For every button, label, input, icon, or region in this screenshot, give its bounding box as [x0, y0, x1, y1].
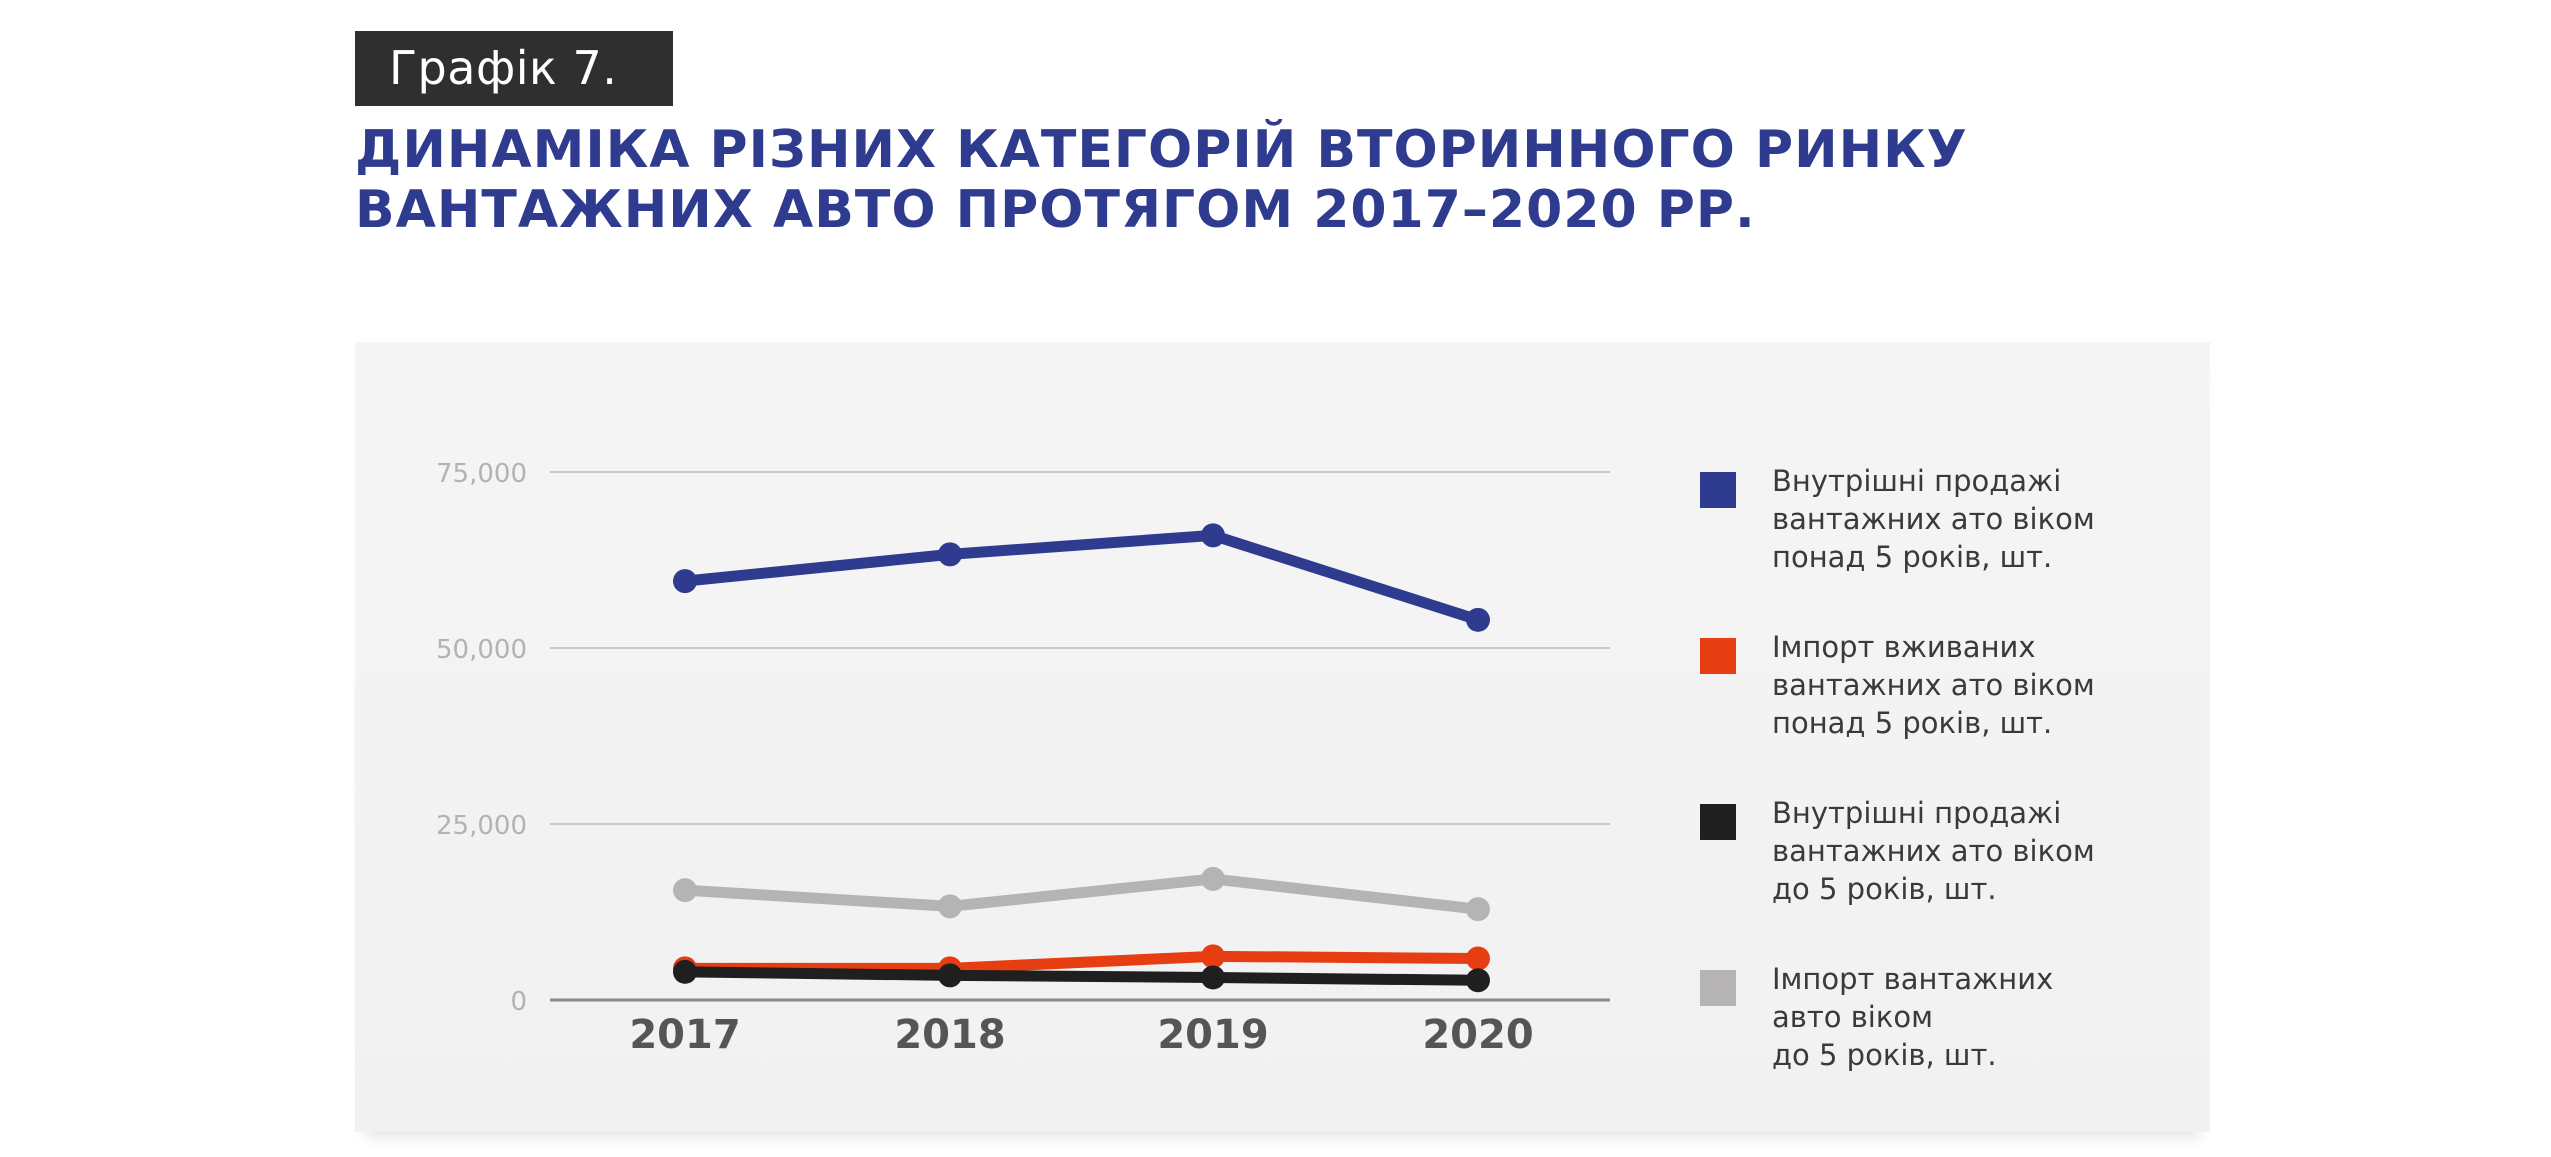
- data-point: [1201, 523, 1225, 548]
- figure-label: Графік 7.: [355, 31, 673, 106]
- chart-title-line-2: ВАНТАЖНИХ АВТО ПРОТЯГОМ 2017–2020 РР.: [355, 180, 1756, 240]
- legend-swatch: [1700, 472, 1736, 508]
- data-point: [938, 894, 962, 919]
- grid-lines: [550, 471, 1610, 1002]
- data-point: [938, 542, 962, 567]
- y-tick-label: 50,000: [436, 635, 527, 665]
- legend-label-line: вантажних ато віком: [1772, 668, 2095, 702]
- legend-label-line: вантажних ато віком: [1772, 502, 2095, 536]
- legend-label-line: Внутрішні продажі: [1772, 796, 2062, 830]
- data-point: [673, 569, 697, 594]
- legend-item-import-under5: Імпорт вантажних авто віком до 5 років, …: [1700, 960, 2172, 1074]
- data-point: [1201, 965, 1225, 990]
- x-tick-label: 2017: [629, 1012, 740, 1058]
- y-tick-label: 25,000: [436, 811, 527, 841]
- data-point: [673, 878, 697, 903]
- legend-item-import-over5: Імпорт вживаних вантажних ато віком пона…: [1700, 628, 2172, 742]
- legend-item-domestic-under5: Внутрішні продажі вантажних ато віком до…: [1700, 794, 2172, 908]
- legend-label-line: понад 5 років, шт.: [1772, 706, 2053, 740]
- y-tick-label: 75,000: [436, 459, 527, 489]
- legend-label-line: авто віком: [1772, 1000, 1934, 1034]
- legend-label: Імпорт вживаних вантажних ато віком пона…: [1772, 628, 2172, 742]
- legend-label-line: до 5 років, шт.: [1772, 1038, 1997, 1072]
- data-point: [1466, 607, 1490, 632]
- legend-label: Імпорт вантажних авто віком до 5 років, …: [1772, 960, 2172, 1074]
- legend-swatch: [1700, 804, 1736, 840]
- x-axis-ticks: 2017 2018 2019 2020: [629, 1012, 1533, 1058]
- legend-label-line: Імпорт вживаних: [1772, 630, 2036, 664]
- series-layer: [673, 523, 1490, 993]
- series-line: [679, 873, 1484, 915]
- legend-label: Внутрішні продажі вантажних ато віком до…: [1772, 794, 2172, 908]
- series-3: [673, 959, 1490, 993]
- series-line: [679, 966, 1484, 986]
- data-point: [1466, 897, 1490, 922]
- legend-label: Внутрішні продажі вантажних ато віком по…: [1772, 462, 2172, 576]
- series-line: [679, 529, 1484, 626]
- legend-label-line: вантажних ато віком: [1772, 834, 2095, 868]
- legend-label-line: до 5 років, шт.: [1772, 872, 1997, 906]
- data-point: [1201, 866, 1225, 891]
- legend-item-domestic-over5: Внутрішні продажі вантажних ато віком по…: [1700, 462, 2172, 576]
- legend-label-line: понад 5 років, шт.: [1772, 540, 2053, 574]
- chart-title-line-1: ДИНАМІКА РІЗНИХ КАТЕГОРІЙ ВТОРИННОГО РИН…: [355, 120, 1968, 180]
- series-1: [673, 866, 1490, 922]
- y-axis-ticks: 0 25,000 50,000 75,000: [436, 459, 527, 1017]
- series-line: [679, 950, 1484, 974]
- data-point: [1466, 968, 1490, 993]
- x-tick-label: 2020: [1422, 1012, 1533, 1058]
- data-point: [673, 959, 697, 984]
- legend-label-line: Імпорт вантажних: [1772, 962, 2054, 996]
- x-tick-label: 2019: [1157, 1012, 1268, 1058]
- legend-swatch: [1700, 970, 1736, 1006]
- x-tick-label: 2018: [894, 1012, 1005, 1058]
- y-tick-label: 0: [510, 987, 527, 1017]
- legend-label-line: Внутрішні продажі: [1772, 464, 2062, 498]
- legend-swatch: [1700, 638, 1736, 674]
- series-0: [673, 523, 1490, 632]
- data-point: [1201, 944, 1225, 969]
- data-point: [1466, 946, 1490, 971]
- data-point: [938, 963, 962, 988]
- chart-title: ДИНАМІКА РІЗНИХ КАТЕГОРІЙ ВТОРИННОГО РИН…: [355, 120, 1968, 240]
